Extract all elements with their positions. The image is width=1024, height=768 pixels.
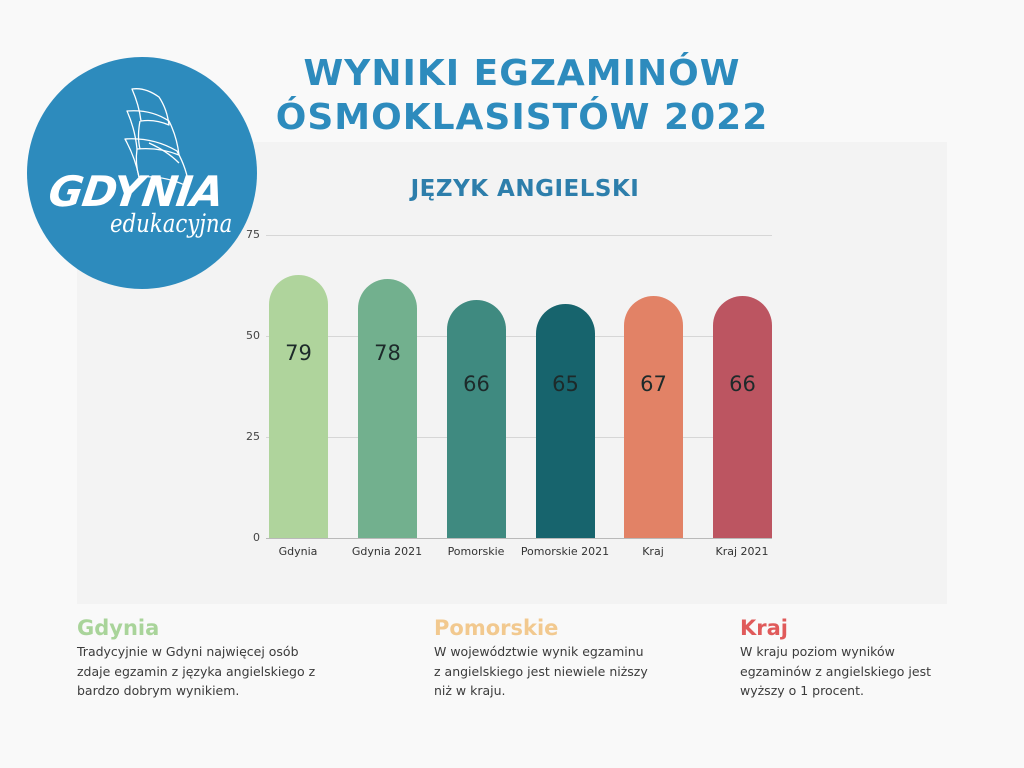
page-title: WYNIKI EGZAMINÓW ÓSMOKLASISTÓW 2022 — [0, 52, 1024, 140]
sailing-ship-icon — [124, 88, 190, 188]
note-text-line: zdaje egzamin z języka angielskiego z — [77, 663, 316, 679]
note-text-line: bardzo dobrym wynikiem. — [77, 683, 240, 698]
note-heading-kraj: Kraj — [740, 616, 788, 640]
note-text-line: W kraju poziom wyników — [740, 644, 895, 659]
title-line-1: WYNIKI EGZAMINÓW — [303, 53, 741, 94]
note-text-line: wyższy o 1 procent. — [740, 683, 864, 698]
note-pomorskie: Pomorskie W województwie wynik egzaminu … — [434, 614, 648, 701]
note-text-line: egzaminów z angielskiego jest — [740, 663, 931, 679]
title-line-2: ÓSMOKLASISTÓW 2022 — [275, 97, 769, 138]
note-text-line: z angielskiego jest niewiele niższy — [434, 663, 648, 679]
note-text-line: Tradycyjnie w Gdyni najwięcej osób — [77, 644, 299, 659]
chart-title: JĘZYK ANGIELSKI — [410, 176, 640, 202]
note-heading-pomorskie: Pomorskie — [434, 616, 559, 640]
note-heading-gdynia: Gdynia — [77, 616, 160, 640]
note-text-line: niż w kraju. — [434, 683, 506, 698]
note-text-line: W województwie wynik egzaminu — [434, 644, 644, 659]
logo-sub-text: edukacyjna — [110, 209, 233, 238]
gdynia-edukacyjna-logo: GDYNIA edukacyjna — [27, 57, 257, 289]
note-kraj: Kraj W kraju poziom wyników egzaminów z … — [740, 614, 931, 701]
note-gdynia: Gdynia Tradycyjnie w Gdyni najwięcej osó… — [77, 614, 315, 701]
